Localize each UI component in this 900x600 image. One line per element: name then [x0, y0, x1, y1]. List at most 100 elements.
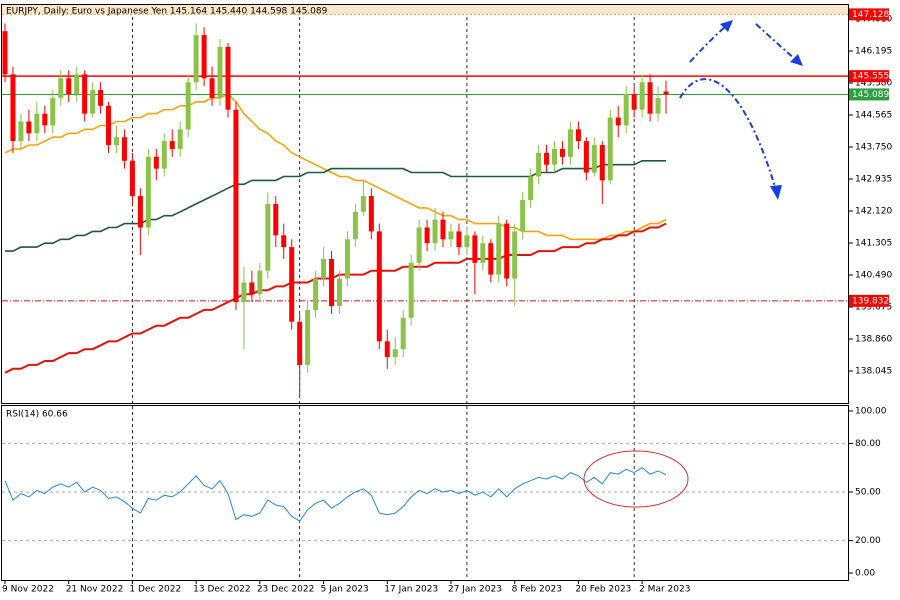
y-tick-label: 142.935 [855, 175, 892, 185]
candle-body [583, 141, 589, 173]
y-tick-label: 144.565 [855, 111, 892, 121]
candle-body [440, 219, 446, 240]
candle-body [18, 121, 24, 142]
candle-body [552, 148, 558, 165]
candle-body [161, 141, 167, 169]
candle-body [360, 196, 366, 212]
arrow-down-short [755, 23, 797, 61]
candle-body [74, 74, 80, 95]
level-band [2, 5, 849, 15]
arrow-head [790, 54, 803, 66]
candle-body [50, 97, 56, 126]
candle-body [305, 309, 311, 365]
candle-body [169, 141, 175, 149]
candle-body [448, 231, 454, 240]
candle-body [2, 31, 8, 75]
candle-body [544, 152, 550, 165]
rsi-frame [1, 405, 849, 581]
moving-average [4, 222, 667, 374]
candle-body [496, 223, 502, 275]
x-tick-label: 21 Nov 2022 [66, 585, 124, 595]
candle-body [257, 270, 263, 295]
candle-body [265, 203, 271, 271]
candle-body [368, 196, 374, 232]
x-tick-label: 8 Feb 2023 [512, 585, 562, 595]
x-tick-label: 5 Jan 2023 [321, 585, 369, 595]
candle-body [472, 235, 478, 263]
rsi-line [4, 467, 667, 522]
moving-average [4, 93, 667, 241]
candle-body [201, 35, 207, 79]
x-tick-label: 9 Nov 2022 [2, 585, 54, 595]
x-tick-label: 1 Dec 2022 [129, 585, 181, 595]
candle-body [153, 156, 159, 169]
level-label-bg [849, 88, 889, 101]
level-label-bg [849, 8, 889, 21]
main-frame [1, 4, 849, 404]
candle-body [145, 156, 151, 228]
candle-body [376, 231, 382, 342]
candle-body [313, 278, 319, 310]
y-tick-label: 0.00 [855, 569, 875, 579]
candle-body [424, 227, 430, 244]
candle-body [528, 176, 534, 201]
level-label-bg [849, 294, 889, 307]
y-tick-label: 143.750 [855, 143, 892, 153]
x-tick-label: 20 Feb 2023 [575, 585, 631, 595]
candle-body [416, 227, 422, 263]
candle-body [536, 152, 542, 177]
x-tick-label: 13 Dec 2022 [193, 585, 251, 595]
candle-body [623, 94, 629, 126]
y-tick-label: 138.045 [855, 367, 892, 377]
y-tick-label: 100.00 [855, 406, 887, 416]
candle-body [559, 148, 565, 157]
candle-body [185, 82, 191, 130]
level-label: 145.089 [852, 90, 889, 100]
candle-body [225, 46, 231, 110]
y-tick-label: 141.305 [855, 239, 892, 249]
level-label: 147.128 [852, 10, 889, 20]
candle-body [607, 117, 613, 181]
candle-body [193, 35, 199, 83]
candle-body [113, 137, 119, 146]
y-tick-label: 139.675 [855, 303, 892, 313]
candle-body [10, 74, 16, 142]
candle-body [575, 129, 581, 142]
candle-body [209, 78, 215, 98]
x-tick-label: 23 Dec 2022 [257, 585, 315, 595]
arrow-head [770, 185, 782, 200]
candle-body [289, 247, 295, 322]
y-tick-label: 20.00 [855, 536, 881, 546]
highlight-ellipse [583, 450, 689, 508]
candle-body [129, 160, 135, 197]
rsi-title: RSI(14) 60.66 [6, 410, 68, 420]
y-tick-label: 145.380 [855, 79, 892, 89]
chart-title: EURJPY, Daily: Euro vs Japanese Yen 145.… [6, 7, 328, 17]
candle-body [233, 109, 239, 303]
candle-body [66, 78, 72, 95]
candle-body [567, 129, 573, 157]
candle-body [384, 341, 390, 358]
candle-body [615, 117, 621, 126]
candle-body [121, 137, 127, 161]
y-tick-label: 146.195 [855, 47, 892, 57]
candle-body [599, 145, 605, 181]
candle-body [329, 258, 335, 307]
candle-body [297, 321, 303, 365]
candle-body [520, 200, 526, 232]
candle-body [647, 82, 653, 114]
candle-body [655, 97, 661, 114]
arrow-head [720, 20, 733, 32]
candle-body [480, 243, 486, 263]
candle-body [26, 121, 32, 134]
candle-body [488, 243, 494, 275]
annotation-arrows [679, 23, 797, 191]
candle-body [217, 46, 223, 98]
level-label: 139.832 [852, 296, 889, 306]
candle-body [281, 235, 287, 248]
candle-body [504, 223, 510, 279]
candle-body [639, 82, 645, 110]
